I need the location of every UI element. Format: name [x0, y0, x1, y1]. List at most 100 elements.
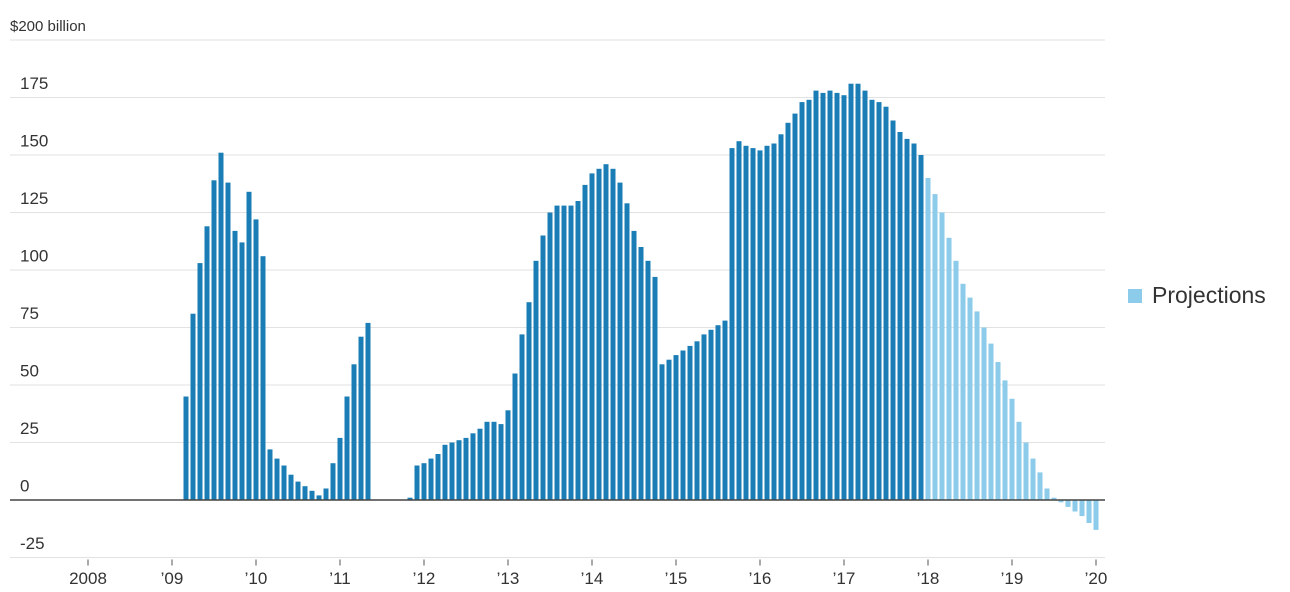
bar: [239, 242, 245, 500]
bar: [918, 155, 924, 500]
bar: [610, 168, 616, 501]
bar: [631, 230, 637, 500]
bar: [820, 92, 826, 501]
bar: [652, 276, 658, 500]
bar: [211, 180, 217, 501]
bar: [232, 230, 238, 500]
bar: [708, 329, 714, 500]
bar: [1079, 500, 1085, 517]
bar: [638, 247, 644, 500]
bar: [932, 194, 938, 500]
bar: [596, 168, 602, 501]
bar: [183, 396, 189, 500]
bar: [540, 235, 546, 500]
bar: [981, 327, 987, 500]
bar: [435, 454, 441, 500]
bar: [1044, 488, 1050, 500]
bar: [246, 191, 252, 501]
bar: [764, 145, 770, 501]
bar: [547, 212, 553, 500]
bar: [855, 83, 861, 500]
bar: [442, 444, 448, 500]
x-tick-label: ’14: [581, 569, 604, 588]
bar: [701, 334, 707, 500]
bar: [526, 302, 532, 500]
bar: [1037, 472, 1043, 500]
y-tick-label: 50: [20, 361, 39, 380]
bar: [253, 219, 259, 500]
bar: [904, 138, 910, 500]
bar: [827, 90, 833, 500]
bar: [925, 178, 931, 500]
bar: [505, 410, 511, 500]
bar: [848, 83, 854, 500]
bar: [911, 143, 917, 500]
bar: [1086, 500, 1092, 523]
bar: [946, 237, 952, 501]
bar: [1093, 500, 1099, 530]
bar: [365, 322, 371, 500]
bar: [624, 203, 630, 501]
bar: [554, 205, 560, 500]
y-tick-label: 175: [20, 74, 48, 93]
bar: [218, 152, 224, 500]
y-tick-label: $200 billion: [10, 18, 86, 35]
bar: [960, 283, 966, 500]
legend-label: Projections: [1152, 282, 1266, 308]
y-tick-label: 0: [20, 476, 29, 495]
bar: [512, 373, 518, 500]
bar: [309, 490, 315, 500]
bar: [316, 495, 322, 500]
bar: [449, 442, 455, 500]
bar: [687, 345, 693, 500]
bar: [659, 364, 665, 500]
bar: [1023, 442, 1029, 500]
bar: [939, 212, 945, 500]
bar: [344, 396, 350, 500]
bar: [456, 440, 462, 500]
bar: [897, 132, 903, 500]
bar: [1016, 421, 1022, 500]
bar: [1058, 500, 1064, 503]
bar: [876, 102, 882, 500]
bar: [589, 173, 595, 500]
x-tick-label: 2008: [69, 569, 107, 588]
bar: [323, 488, 329, 500]
bar: [645, 260, 651, 500]
bar: [666, 359, 672, 500]
bar: [267, 449, 273, 500]
bar: [358, 336, 364, 500]
bar: [1009, 398, 1015, 500]
bar: [743, 145, 749, 501]
bar: [869, 99, 875, 501]
y-tick-label: 125: [20, 189, 48, 208]
x-tick-label: ’17: [833, 569, 856, 588]
bar: [582, 184, 588, 500]
bar: [792, 113, 798, 500]
y-tick-label: 25: [20, 419, 39, 438]
bar: [190, 313, 196, 500]
bar: [302, 486, 308, 500]
bar: [778, 134, 784, 501]
bar: [337, 437, 343, 500]
bar: [722, 320, 728, 500]
bar: [470, 433, 476, 500]
x-tick-label: ’15: [665, 569, 688, 588]
y-tick-label: -25: [20, 534, 45, 553]
bar: [561, 205, 567, 500]
bar: [1072, 500, 1078, 512]
bar: [477, 428, 483, 500]
bar: [862, 90, 868, 500]
x-tick-label: ’11: [329, 569, 350, 588]
bar: [750, 148, 756, 500]
bar: [575, 201, 581, 500]
bar: [428, 458, 434, 500]
bar: [260, 256, 266, 500]
bar: [351, 364, 357, 500]
bar: [834, 92, 840, 501]
bar: [533, 260, 539, 500]
y-tick-label: 100: [20, 246, 48, 265]
bar: [491, 421, 497, 500]
bar: [1065, 500, 1071, 507]
x-tick-label: ’10: [245, 569, 268, 588]
